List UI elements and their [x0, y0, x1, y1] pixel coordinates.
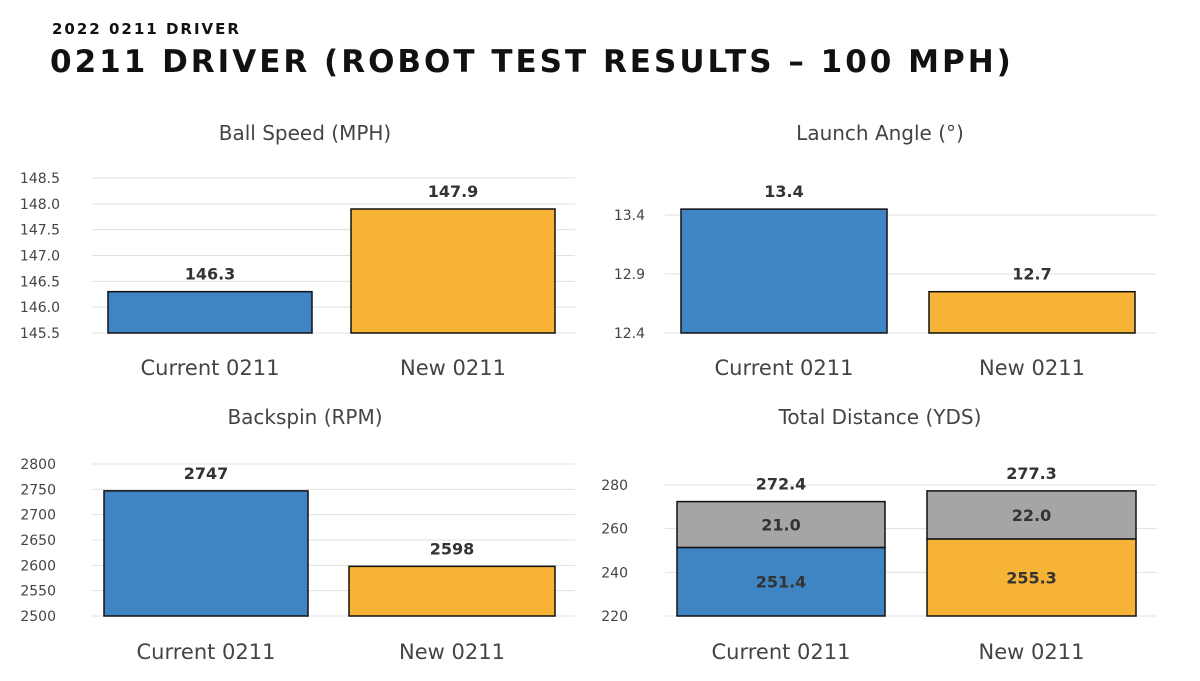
bar [928, 290, 1136, 334]
slide-title: 0211 DRIVER (ROBOT TEST RESULTS – 100 MP… [50, 44, 1014, 80]
data-label: 12.7 [1012, 265, 1051, 284]
y-tick-label: 2650 [20, 533, 56, 549]
y-tick-label: 220 [601, 609, 628, 625]
chart-title: Ball Speed (MPH) [219, 121, 391, 145]
y-tick-label: 240 [601, 565, 628, 581]
bar [680, 208, 888, 334]
y-tick-label: 2800 [20, 457, 56, 473]
total-label: 277.3 [1006, 464, 1057, 483]
y-tick-label: 2600 [20, 558, 56, 574]
x-category-label: Current 0211 [141, 356, 280, 380]
y-tick-label: 146.0 [20, 300, 60, 316]
y-tick-label: 12.9 [614, 267, 645, 283]
bar [107, 290, 313, 334]
data-label: 251.4 [756, 573, 807, 592]
bar-segment [926, 538, 1137, 617]
y-tick-label: 145.5 [20, 326, 60, 342]
x-category-label: New 0211 [399, 640, 505, 664]
bar-segment [676, 546, 886, 617]
x-category-label: Current 0211 [715, 356, 854, 380]
x-category-label: Current 0211 [137, 640, 276, 664]
data-label: 13.4 [764, 182, 803, 201]
y-tick-label: 148.5 [20, 171, 60, 187]
y-tick-label: 12.4 [614, 326, 645, 342]
data-label: 146.3 [185, 265, 236, 284]
data-label: 255.3 [1006, 568, 1057, 587]
total-label: 272.4 [756, 475, 807, 494]
data-label: 2598 [430, 539, 475, 558]
x-category-label: Current 0211 [712, 640, 851, 664]
x-category-label: New 0211 [979, 640, 1085, 664]
data-label: 21.0 [761, 516, 800, 535]
data-label: 22.0 [1012, 506, 1051, 525]
y-tick-label: 146.5 [20, 274, 60, 290]
bar [350, 208, 556, 334]
bar-segment [926, 490, 1137, 540]
chart-title: Backspin (RPM) [227, 405, 382, 429]
slide-supertitle: 2022 0211 DRIVER [52, 20, 241, 38]
y-tick-label: 2550 [20, 584, 56, 600]
y-tick-label: 148.0 [20, 197, 60, 213]
y-tick-label: 13.4 [614, 208, 645, 224]
chart-title: Launch Angle (°) [796, 121, 964, 145]
y-tick-label: 147.5 [20, 223, 60, 239]
y-tick-label: 2700 [20, 508, 56, 524]
y-tick-label: 2750 [20, 482, 56, 498]
y-tick-label: 280 [601, 478, 628, 494]
bar [348, 565, 556, 617]
x-category-label: New 0211 [400, 356, 506, 380]
data-label: 2747 [184, 464, 229, 483]
bar-segment [676, 500, 886, 549]
y-tick-label: 260 [601, 522, 628, 538]
y-tick-label: 147.0 [20, 249, 60, 265]
chart-title: Total Distance (YDS) [778, 405, 982, 429]
bar [103, 490, 309, 617]
y-tick-label: 2500 [20, 609, 56, 625]
data-label: 147.9 [428, 182, 479, 201]
x-category-label: New 0211 [979, 356, 1085, 380]
